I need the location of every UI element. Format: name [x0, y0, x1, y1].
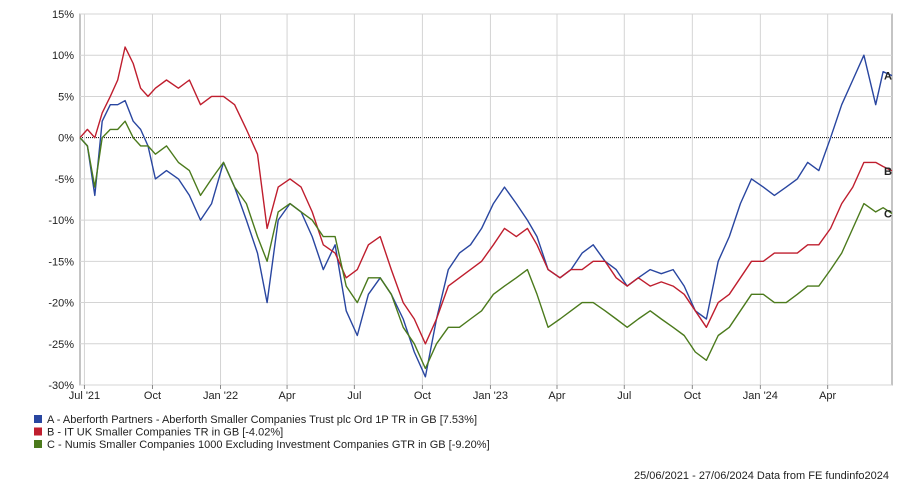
y-tick-label: 10% [52, 50, 74, 62]
y-tick-label: -30% [48, 380, 74, 392]
legend-entry-b: B - IT UK Smaller Companies TR in GB [-4… [47, 427, 283, 439]
series-end-label-b: B [884, 166, 892, 178]
y-tick-label: -5% [54, 174, 74, 186]
axes: 15% 10% 5% 0% -5% -10% -15% -20% -25% -30%Jul '21… [48, 9, 836, 402]
y-tick-label: -25% [48, 339, 74, 351]
x-tick-label: Oct [684, 390, 701, 402]
legend-entry-c: C - Numis Smaller Companies 1000 Excludi… [47, 439, 490, 451]
y-tick-label: 15% [52, 9, 74, 21]
legend-swatch-b [34, 427, 42, 436]
x-tick-label: Apr [548, 390, 565, 402]
x-tick-label: Jul '21 [69, 390, 100, 402]
x-tick-label: Apr [819, 390, 836, 402]
series-line-a [79, 54, 893, 378]
x-tick-label: Jan '22 [203, 390, 238, 402]
series-line-c [79, 120, 893, 370]
series-end-labels: A B C [884, 71, 892, 221]
series-end-label-a: A [884, 71, 892, 83]
y-tick-label: 5% [58, 91, 74, 103]
legend-swatch-a [34, 415, 42, 423]
x-tick-label: Apr [279, 390, 296, 402]
grid [79, 13, 893, 386]
x-tick-label: Jul [617, 390, 631, 402]
x-tick-label: Jan '24 [743, 390, 778, 402]
y-tick-label: 0% [58, 133, 74, 145]
y-tick-label: -10% [48, 215, 74, 227]
series-end-label-c: C [884, 209, 892, 221]
chart-footer: 25/06/2021 - 27/06/2024 Data from FE fun… [634, 470, 889, 482]
plot-frame [79, 13, 893, 386]
legend: A - Aberforth Partners - Aberforth Small… [34, 414, 490, 451]
legend-swatch-c [34, 440, 42, 448]
y-tick-label: -20% [48, 298, 74, 310]
series-line-b [79, 46, 893, 345]
y-tick-label: -15% [48, 256, 74, 268]
series-lines [79, 46, 893, 378]
x-tick-label: Jul [347, 390, 361, 402]
x-tick-label: Oct [144, 390, 161, 402]
legend-entry-a: A - Aberforth Partners - Aberforth Small… [47, 414, 477, 426]
x-tick-label: Jan '23 [473, 390, 508, 402]
x-tick-label: Oct [414, 390, 431, 402]
